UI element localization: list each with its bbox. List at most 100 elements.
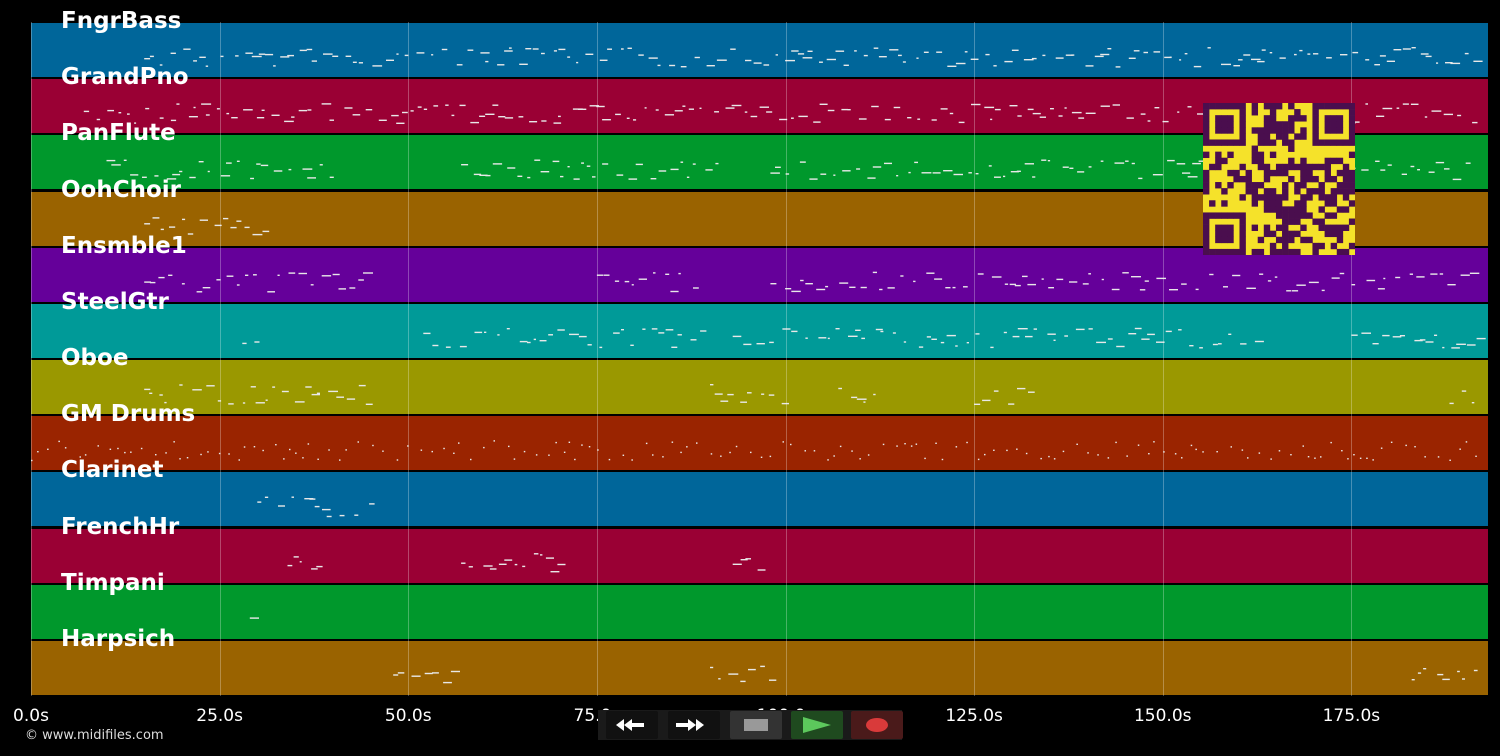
note: [236, 220, 242, 222]
note: [188, 116, 198, 118]
note: [587, 344, 592, 346]
note: [887, 287, 895, 289]
note: [1164, 56, 1172, 59]
note: [977, 458, 980, 461]
note: [553, 122, 562, 124]
note: [1184, 53, 1188, 55]
note: [769, 341, 774, 344]
note: [1126, 117, 1134, 119]
gridline: [408, 22, 410, 696]
note: [250, 177, 254, 180]
note: [299, 561, 302, 563]
note: [581, 162, 584, 164]
note: [1154, 107, 1160, 109]
note: [417, 106, 422, 108]
note: [1471, 402, 1475, 404]
note: [179, 384, 183, 386]
note: [597, 449, 599, 451]
note: [662, 456, 664, 458]
note: [790, 443, 792, 446]
note: [214, 224, 222, 227]
note: [1442, 678, 1450, 681]
note: [1269, 52, 1273, 54]
note: [372, 65, 383, 67]
note: [323, 53, 333, 55]
note: [1042, 54, 1046, 57]
note: [249, 617, 259, 619]
note: [535, 454, 538, 456]
note: [1100, 53, 1110, 56]
track-lane[interactable]: [31, 247, 1488, 302]
note: [1434, 334, 1438, 336]
note: [1192, 162, 1201, 165]
note: [735, 445, 738, 448]
note: [497, 64, 505, 66]
note: [134, 122, 137, 124]
note: [480, 52, 490, 54]
note: [1032, 176, 1036, 178]
note: [756, 343, 765, 345]
note: [740, 559, 748, 561]
note: [358, 279, 364, 281]
note: [671, 441, 674, 443]
track-lane[interactable]: [31, 584, 1488, 639]
note: [345, 55, 352, 57]
note: [332, 273, 340, 276]
note: [365, 109, 373, 111]
rewind-button[interactable]: [606, 711, 658, 739]
record-button[interactable]: [851, 711, 903, 739]
note: [805, 283, 813, 285]
note: [665, 273, 670, 275]
note: [1003, 175, 1006, 178]
note: [182, 218, 186, 221]
track-lane[interactable]: [31, 528, 1488, 583]
track-lane[interactable]: [31, 472, 1488, 527]
note: [545, 557, 554, 559]
fast-forward-button[interactable]: [668, 711, 720, 739]
play-button[interactable]: [791, 711, 843, 739]
note: [1410, 103, 1419, 105]
note: [1374, 64, 1380, 66]
note: [602, 119, 611, 121]
note: [1085, 112, 1096, 114]
note: [1008, 403, 1015, 405]
note: [1340, 54, 1348, 56]
note: [1133, 50, 1140, 52]
note: [728, 673, 739, 675]
note: [1366, 279, 1376, 282]
note: [1195, 448, 1197, 451]
note: [1476, 337, 1486, 340]
note: [994, 176, 1001, 178]
note: [813, 121, 821, 123]
note: [791, 330, 798, 333]
track-lane[interactable]: [31, 416, 1488, 471]
stop-button[interactable]: [730, 711, 782, 739]
note: [294, 401, 305, 403]
note: [898, 54, 902, 57]
note: [1012, 335, 1020, 338]
note: [1025, 335, 1033, 338]
note: [686, 446, 688, 448]
note: [692, 163, 696, 165]
note: [1424, 456, 1426, 458]
note: [332, 55, 339, 57]
note: [943, 170, 953, 172]
note: [172, 173, 181, 176]
note: [432, 344, 439, 347]
track-lane[interactable]: [31, 640, 1488, 695]
note: [664, 114, 674, 116]
track-lane[interactable]: [31, 303, 1488, 358]
note: [802, 57, 813, 59]
track-lane[interactable]: [31, 23, 1488, 78]
note: [1101, 278, 1104, 281]
note: [791, 50, 799, 52]
note: [678, 272, 681, 275]
note: [1382, 107, 1393, 110]
note: [835, 328, 840, 330]
note: [1152, 174, 1163, 176]
note: [443, 447, 445, 450]
note: [680, 66, 687, 68]
note: [1457, 114, 1462, 117]
note: [1341, 450, 1343, 452]
note: [144, 223, 151, 225]
